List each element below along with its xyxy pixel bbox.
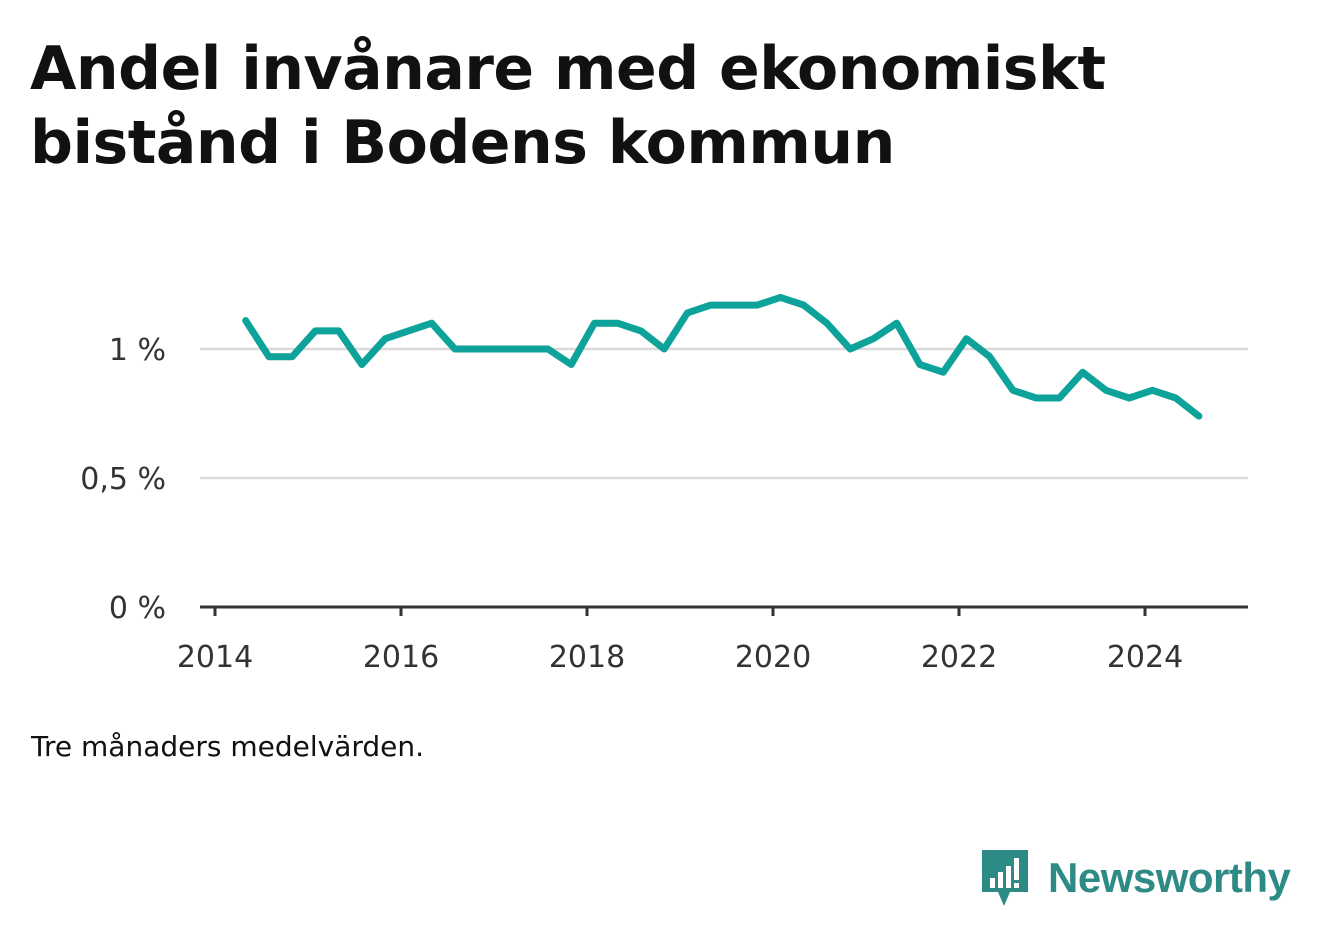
chart-note: Tre månaders medelvärden. — [31, 730, 425, 763]
y-tick-label: 1 % — [109, 333, 166, 368]
y-tick-label: 0 % — [109, 591, 166, 626]
x-tick-label: 2014 — [177, 640, 253, 675]
chart-title: Andel invånare med ekonomiskt bistånd i … — [30, 34, 1106, 178]
x-tick-label: 2016 — [363, 640, 439, 675]
x-axis-ticks: 2014 2016 2018 2020 2022 2024 — [177, 607, 1183, 675]
line-chart: 0 % 0,5 % 1 % 2014 2016 2018 2020 2022 2024 — [80, 293, 1248, 675]
y-axis-ticks: 0 % 0,5 % 1 % — [80, 333, 166, 626]
x-tick-label: 2018 — [549, 640, 625, 675]
newsworthy-logo-icon — [982, 850, 1028, 906]
x-tick-label: 2020 — [735, 640, 811, 675]
brand-logo: Newsworthy — [980, 848, 1291, 908]
y-tick-label: 0,5 % — [80, 462, 166, 497]
brand-name: Newsworthy — [1048, 854, 1291, 901]
x-tick-label: 2024 — [1107, 640, 1183, 675]
gridlines — [200, 347, 1248, 480]
series-line — [242, 293, 1203, 420]
x-tick-label: 2022 — [921, 640, 997, 675]
